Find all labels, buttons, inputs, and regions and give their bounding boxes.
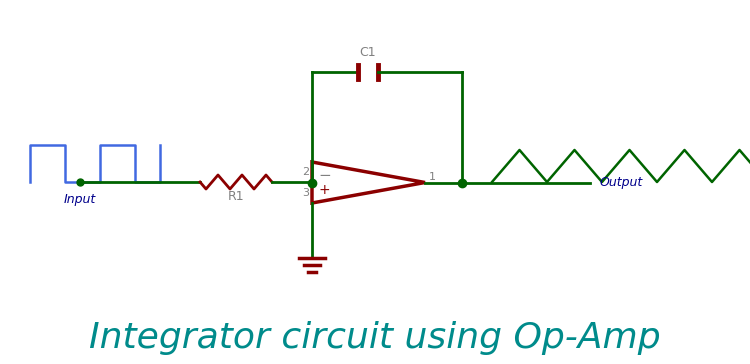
Text: R1: R1 [228, 190, 244, 202]
Text: Integrator circuit using Op-Amp: Integrator circuit using Op-Amp [89, 321, 661, 355]
Text: Input: Input [64, 194, 96, 206]
Text: −: − [318, 167, 331, 182]
Text: Output: Output [600, 176, 644, 189]
Text: +: + [318, 183, 330, 197]
Text: 1: 1 [429, 173, 436, 182]
Text: 3: 3 [302, 188, 309, 198]
Text: 2: 2 [302, 167, 309, 177]
Text: C1: C1 [360, 46, 376, 59]
